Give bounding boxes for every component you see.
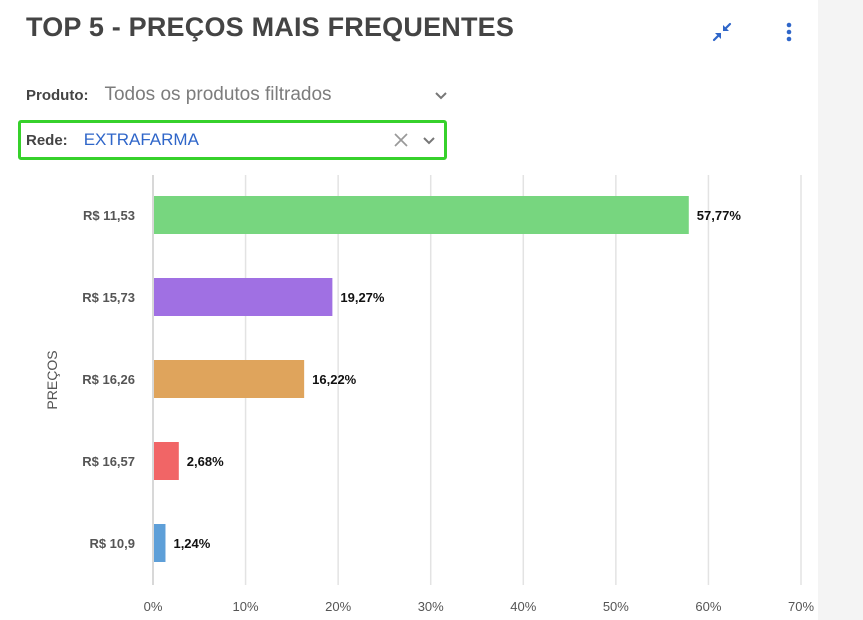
data-label: 16,22%: [312, 372, 357, 387]
x-tick-label: 10%: [233, 599, 259, 614]
rede-filter[interactable]: Rede: EXTRAFARMA: [18, 120, 447, 160]
x-tick-label: 30%: [418, 599, 444, 614]
bar: [154, 196, 689, 234]
bar: [154, 524, 166, 562]
y-tick-label: R$ 11,53: [83, 208, 135, 223]
chevron-down-icon[interactable]: [432, 86, 450, 104]
y-tick-label: R$ 10,9: [89, 536, 135, 551]
produto-filter[interactable]: Produto: Todos os produtos filtrados: [26, 80, 456, 110]
x-tick-label: 60%: [695, 599, 721, 614]
bar: [154, 278, 333, 316]
y-tick-label: R$ 15,73: [82, 290, 135, 305]
data-label: 19,27%: [340, 290, 385, 305]
side-panel-strip: [818, 0, 863, 620]
x-tick-label: 0%: [144, 599, 163, 614]
x-tick-label: 50%: [603, 599, 629, 614]
produto-select-value[interactable]: Todos os produtos filtrados: [104, 84, 332, 105]
y-tick-label: R$ 16,57: [82, 454, 135, 469]
chart-title: TOP 5 - PREÇOS MAIS FREQUENTES: [26, 12, 515, 42]
x-tick-label: 20%: [325, 599, 351, 614]
y-tick-label: R$ 16,26: [82, 372, 135, 387]
more-vertical-icon[interactable]: [777, 20, 801, 44]
x-tick-label: 70%: [788, 599, 814, 614]
bar: [154, 360, 305, 398]
clear-icon[interactable]: [392, 131, 410, 149]
collapse-arrows-icon[interactable]: [710, 20, 734, 44]
data-label: 57,77%: [697, 208, 742, 223]
data-label: 2,68%: [187, 454, 224, 469]
bar-chart: 0% 10% 20% 30% 40% 50% 60% 70% R$ 11,53 57,77% R$ …: [44, 175, 814, 614]
rede-select-value[interactable]: EXTRAFARMA: [83, 130, 199, 149]
data-label: 1,24%: [173, 536, 210, 551]
x-tick-label: 40%: [510, 599, 536, 614]
y-axis-title: PREÇOS: [44, 350, 60, 409]
bar: [154, 442, 179, 480]
produto-label: Produto:: [26, 86, 89, 104]
rede-label: Rede:: [26, 131, 68, 149]
chevron-down-icon[interactable]: [420, 131, 438, 149]
